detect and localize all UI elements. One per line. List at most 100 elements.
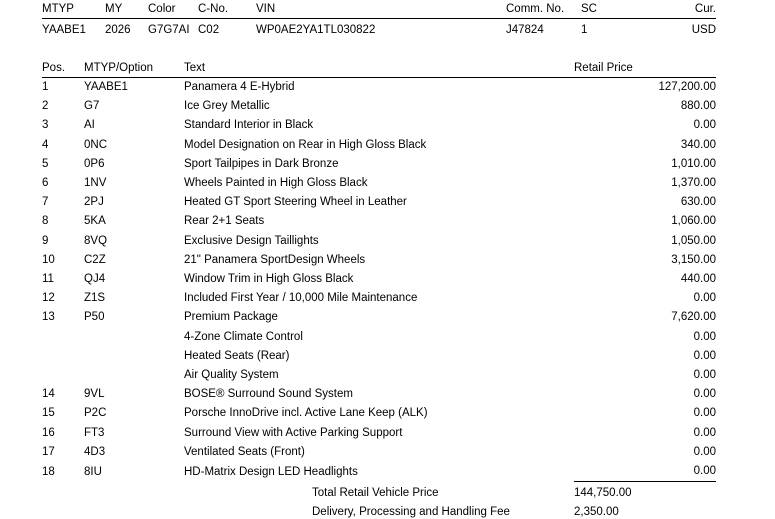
col-header-cur: Cur. <box>641 0 716 19</box>
option-price: 0.00 <box>693 426 716 439</box>
vehicle-header-table: MTYP MY Color C-No. VIN Comm. No. SC Cur… <box>42 0 716 41</box>
option-text: Exclusive Design Taillights <box>184 234 319 247</box>
options-header-row: Pos. MTYP/Option Text Retail Price <box>42 59 716 78</box>
col-header-text: Text <box>184 59 574 78</box>
option-row: 3 AI Standard Interior in Black 0.00 <box>42 116 716 135</box>
total-spacer <box>42 484 312 503</box>
option-row: 17 4D3 Ventilated Seats (Front) 0.00 <box>42 443 716 462</box>
totals-body: Total Retail Vehicle Price 144,750.00 Deli… <box>42 484 716 519</box>
option-code: 0P6 <box>84 157 105 170</box>
value-mtyp: YAABE1 <box>42 24 86 36</box>
option-text: HD-Matrix Design LED Headlights <box>184 465 358 478</box>
option-text: Air Quality System <box>184 369 279 382</box>
option-price: 340.00 <box>680 138 716 151</box>
option-position: 17 <box>42 445 55 458</box>
option-text: Surround View with Active Parking Suppor… <box>184 426 403 439</box>
value-cur: USD <box>691 24 716 36</box>
value-sc: 1 <box>581 24 588 36</box>
option-text: Sport Tailpipes in Dark Bronze <box>184 157 339 170</box>
option-position: 12 <box>42 292 55 305</box>
col-header-pos: Pos. <box>42 59 84 78</box>
col-header-cno: C-No. <box>198 0 256 19</box>
total-row: Delivery, Processing and Handling Fee 2,3… <box>42 503 716 519</box>
option-price: 0.00 <box>693 407 716 420</box>
option-position <box>42 347 84 366</box>
col-header-my: MY <box>105 0 148 19</box>
option-text: Standard Interior in Black <box>184 119 314 132</box>
option-text: Heated Seats (Rear) <box>184 349 290 362</box>
option-code: 8IU <box>84 465 102 478</box>
option-row: 6 1NV Wheels Painted in High Gloss Black 1,… <box>42 174 716 193</box>
option-price: 3,150.00 <box>671 253 716 266</box>
value-color: G7G7AI <box>148 24 190 36</box>
option-code: AI <box>84 119 95 132</box>
option-row: 2 G7 Ice Grey Metallic 880.00 <box>42 97 716 116</box>
option-position: 16 <box>42 426 55 439</box>
option-text: Ice Grey Metallic <box>184 100 270 113</box>
col-header-code: MTYP/Option <box>84 59 184 78</box>
option-position <box>42 328 84 347</box>
option-position: 7 <box>42 196 49 209</box>
option-row: 8 5KA Rear 2+1 Seats 1,060.00 <box>42 212 716 231</box>
option-text: BOSE® Surround Sound System <box>184 388 353 401</box>
option-row: 9 8VQ Exclusive Design Taillights 1,050.00 <box>42 232 716 251</box>
option-code: P2C <box>84 407 107 420</box>
option-text: Window Trim in High Gloss Black <box>184 273 354 286</box>
option-code: QJ4 <box>84 273 106 286</box>
total-label: Delivery, Processing and Handling Fee <box>312 506 510 519</box>
option-position: 8 <box>42 215 49 228</box>
option-price: 0.00 <box>574 462 716 483</box>
option-code: P50 <box>84 311 105 324</box>
option-code: FT3 <box>84 426 105 439</box>
option-code <box>84 366 184 385</box>
option-code: YAABE1 <box>84 81 128 93</box>
option-position: 1 <box>42 81 49 93</box>
col-header-price: Retail Price <box>574 59 716 78</box>
option-row: 10 C2Z 21" Panamera SportDesign Wheels 3,15… <box>42 251 716 270</box>
totals-table: Total Retail Vehicle Price 144,750.00 Deli… <box>42 484 716 519</box>
section-spacer <box>42 41 716 59</box>
option-code: 1NV <box>84 177 107 190</box>
option-code: 9VL <box>84 388 105 401</box>
option-code: 5KA <box>84 215 106 228</box>
option-row: 14 9VL BOSE® Surround Sound System 0.00 <box>42 385 716 404</box>
option-position: 11 <box>42 273 54 286</box>
option-code: 4D3 <box>84 445 106 458</box>
option-price: 0.00 <box>693 119 716 132</box>
option-text: 4-Zone Climate Control <box>184 330 303 343</box>
option-row: 4 0NC Model Designation on Rear in High Gl… <box>42 136 716 155</box>
option-price: 127,200.00 <box>658 81 716 93</box>
option-position: 9 <box>42 234 49 247</box>
option-code: G7 <box>84 100 100 113</box>
option-row: 5 0P6 Sport Tailpipes in Dark Bronze 1,010.… <box>42 155 716 174</box>
option-code: Z1S <box>84 292 106 305</box>
total-value: 2,350.00 <box>574 506 619 519</box>
vehicle-header-row: MTYP MY Color C-No. VIN Comm. No. SC Cur… <box>42 0 716 19</box>
option-position: 10 <box>42 253 55 266</box>
col-header-color: Color <box>148 0 198 19</box>
option-position: 6 <box>42 177 49 190</box>
total-value: 144,750.00 <box>574 487 632 500</box>
options-table: Pos. MTYP/Option Text Retail Price 1 YAAB… <box>42 59 716 483</box>
option-price: 0.00 <box>693 445 716 458</box>
option-position: 2 <box>42 100 49 113</box>
option-price: 1,010.00 <box>671 157 716 170</box>
option-text: Included First Year / 10,000 Mile Mainte… <box>184 292 418 305</box>
option-price: 0.00 <box>693 330 716 343</box>
option-price: 1,060.00 <box>671 215 716 228</box>
option-position: 18 <box>42 465 55 478</box>
option-price: 7,620.00 <box>671 311 716 324</box>
option-text: Model Designation on Rear in High Gloss … <box>184 138 427 151</box>
option-row: 13 P50 Premium Package 7,620.00 <box>42 308 716 327</box>
option-price: 1,370.00 <box>671 177 716 190</box>
option-row: 12 Z1S Included First Year / 10,000 Mile M… <box>42 289 716 308</box>
option-price: 0.00 <box>693 292 716 305</box>
option-text: Panamera 4 E-Hybrid <box>184 81 295 93</box>
option-row: 16 FT3 Surround View with Active Parking S… <box>42 424 716 443</box>
option-row: 4-Zone Climate Control 0.00 <box>42 328 716 347</box>
option-price: 0.00 <box>693 388 716 401</box>
option-position: 13 <box>42 311 55 324</box>
option-text: Ventilated Seats (Front) <box>184 445 305 458</box>
option-text: Premium Package <box>184 311 278 324</box>
col-header-comm: Comm. No. <box>506 0 581 19</box>
